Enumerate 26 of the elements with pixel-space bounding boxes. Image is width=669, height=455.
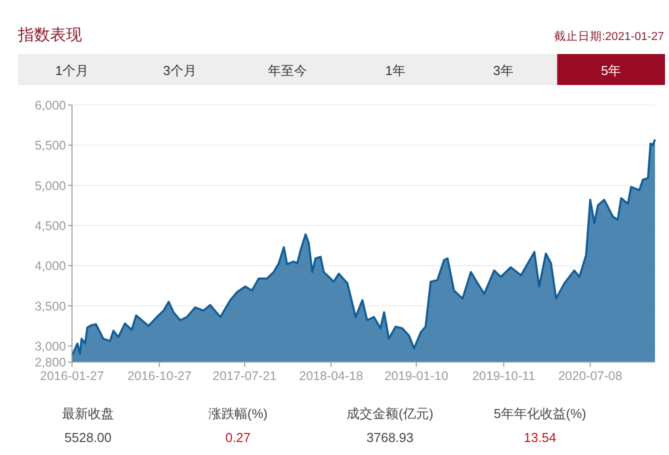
- y-tick-label: 4,000: [34, 259, 66, 274]
- y-tick-label: 3,500: [34, 299, 66, 314]
- tabs: 1个月 3个月 年至今 1年 3年 5年: [18, 54, 665, 85]
- text: 5528.00: [64, 430, 112, 445]
- x-tick-label: 2019-10-11: [472, 369, 536, 383]
- text: 0.27: [225, 430, 251, 445]
- text: 13.54: [524, 430, 556, 445]
- category-label: 5年年化收益(%): [494, 406, 586, 421]
- x-tick-label: 2019-01-10: [384, 369, 448, 383]
- y-tick-label: 6,000: [34, 98, 66, 112]
- x-tick-label: 2018-04-18: [299, 369, 364, 383]
- category-label: 成交金额(亿元): [346, 406, 434, 421]
- category-label: 最新收盘: [62, 406, 114, 421]
- y-tick-label: 3,000: [34, 339, 66, 354]
- x-tick-label: 2017-07-21: [212, 369, 277, 383]
- x-tick-label: 2020-07-08: [558, 369, 622, 383]
- y-tick-label: 5,000: [34, 178, 66, 193]
- x-tick-label: 2016-10-27: [127, 369, 192, 383]
- chart-subtitle: 截止日期:2021-01-27: [554, 30, 664, 43]
- chart-title: 指数表现: [17, 26, 82, 44]
- y-tick-label: 5,500: [34, 138, 66, 153]
- x-tick-label: 2016-01-27: [40, 369, 104, 383]
- text: 3768.93: [366, 430, 414, 445]
- y-tick-label: 2,800: [34, 356, 66, 370]
- category-label: 涨跌幅(%): [208, 406, 268, 421]
- y-tick-label: 4,500: [34, 218, 66, 233]
